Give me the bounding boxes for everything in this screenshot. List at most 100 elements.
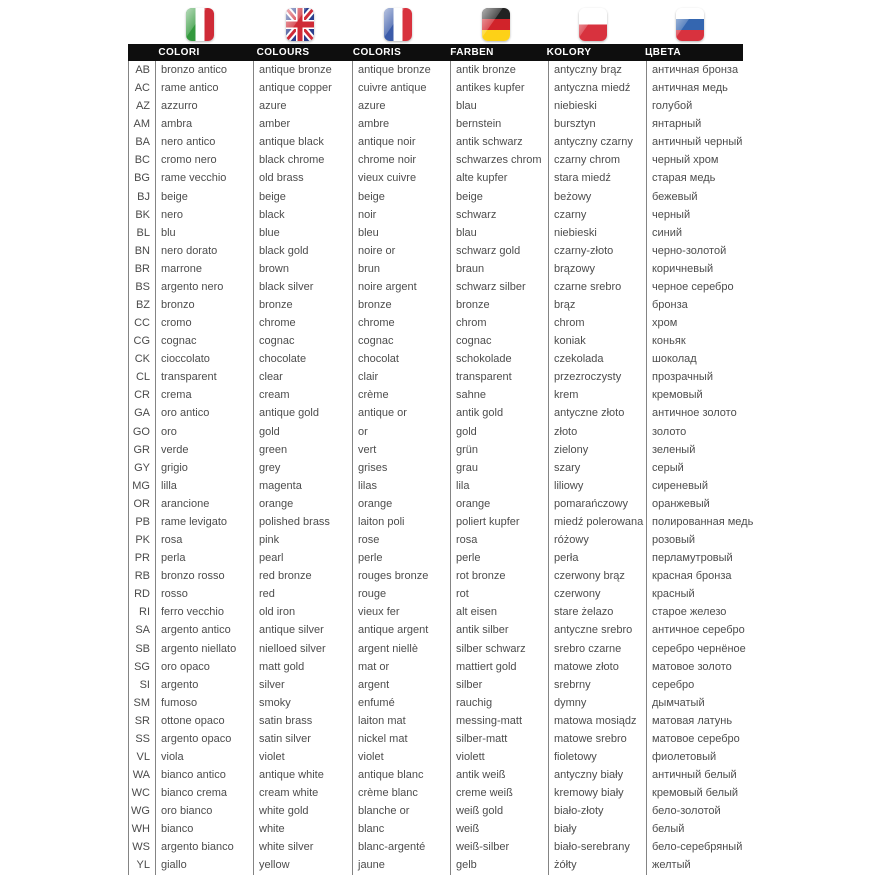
english-cell: azure bbox=[253, 97, 352, 116]
polish-cell: antyczna miedź bbox=[548, 79, 646, 98]
code-cell: WA bbox=[128, 766, 155, 785]
table-row: CL transparent clear clair transparent p… bbox=[128, 368, 755, 387]
italian-cell: bianco antico bbox=[155, 766, 253, 785]
german-cell: lila bbox=[450, 476, 548, 495]
table-row: BZ bronzo bronze bronze bronze brąz брон… bbox=[128, 296, 755, 315]
column-header-english: COLOURS bbox=[256, 47, 310, 58]
table-row: BK nero black noir schwarz czarny черный bbox=[128, 205, 755, 224]
italian-cell: giallo bbox=[155, 856, 253, 875]
code-cell: GA bbox=[128, 404, 155, 423]
italian-cell: ambra bbox=[155, 115, 253, 134]
italian-cell: transparent bbox=[155, 368, 253, 387]
russian-cell: серебро чернёное bbox=[646, 639, 755, 658]
table-row: SG oro opaco matt gold mat or mattiert g… bbox=[128, 657, 755, 676]
german-cell: schwarz bbox=[450, 205, 548, 224]
code-cell: WS bbox=[128, 838, 155, 857]
german-cell: schwarzes chrom bbox=[450, 151, 548, 170]
russian-cell: желтый bbox=[646, 856, 755, 875]
table-row: WC bianco crema cream white crème blanc … bbox=[128, 784, 755, 803]
table-row: VL viola violet violet violett fioletowy… bbox=[128, 747, 755, 767]
italian-cell: oro bbox=[155, 422, 253, 441]
russian-cell: хром bbox=[646, 314, 755, 333]
polish-cell: czarny bbox=[548, 205, 646, 224]
german-cell: silber-matt bbox=[450, 729, 548, 748]
polish-cell: biały bbox=[548, 820, 646, 839]
russian-cell: оранжевый bbox=[646, 494, 755, 513]
german-cell: violett bbox=[450, 747, 548, 767]
french-cell: crème bbox=[352, 386, 450, 405]
french-cell: grises bbox=[352, 458, 450, 477]
english-cell: antique black bbox=[253, 133, 352, 152]
table-row: SR ottone opaco satin brass laiton mat m… bbox=[128, 711, 755, 730]
italian-cell: argento nero bbox=[155, 277, 253, 297]
code-cell: SS bbox=[128, 729, 155, 748]
polish-cell: niebieski bbox=[548, 97, 646, 116]
polish-cell: czerwony bbox=[548, 585, 646, 604]
french-cell: argent bbox=[352, 675, 450, 694]
code-cell: BS bbox=[128, 277, 155, 297]
poland-flag-icon bbox=[579, 8, 607, 41]
russian-cell: бронза bbox=[646, 296, 755, 315]
polish-cell: fioletowy bbox=[548, 747, 646, 767]
italian-cell: rame vecchio bbox=[155, 169, 253, 188]
code-cell: OR bbox=[128, 494, 155, 513]
french-cell: vieux fer bbox=[352, 603, 450, 622]
english-cell: antique copper bbox=[253, 79, 352, 98]
polish-cell: antyczne srebro bbox=[548, 621, 646, 640]
german-cell: transparent bbox=[450, 368, 548, 387]
polish-cell: szary bbox=[548, 458, 646, 477]
italian-cell: nero antico bbox=[155, 133, 253, 152]
italian-cell: bianco crema bbox=[155, 784, 253, 803]
english-cell: white silver bbox=[253, 838, 352, 857]
italian-cell: bianco bbox=[155, 820, 253, 839]
polish-cell: srebro czarne bbox=[548, 639, 646, 658]
italian-cell: ottone opaco bbox=[155, 711, 253, 730]
code-cell: RD bbox=[128, 585, 155, 604]
german-cell: bronze bbox=[450, 296, 548, 315]
italian-cell: rame antico bbox=[155, 79, 253, 98]
italian-cell: argento niellato bbox=[155, 639, 253, 658]
french-cell: argent niellè bbox=[352, 639, 450, 658]
russian-cell: серый bbox=[646, 458, 755, 477]
table-row: BR marrone brown brun braun brązowy кори… bbox=[128, 259, 755, 278]
polish-cell: krem bbox=[548, 386, 646, 405]
italian-cell: cioccolato bbox=[155, 350, 253, 369]
table-row: RD rosso red rouge rot czerwony красный bbox=[128, 585, 755, 604]
french-cell: crème blanc bbox=[352, 784, 450, 803]
code-cell: CR bbox=[128, 386, 155, 405]
code-cell: VL bbox=[128, 747, 155, 767]
german-cell: antikes kupfer bbox=[450, 79, 548, 98]
code-cell: BA bbox=[128, 133, 155, 152]
table-row: WH bianco white blanc weiß biały белый bbox=[128, 820, 755, 839]
polish-cell: matowe srebro bbox=[548, 729, 646, 748]
german-cell: schwarz silber bbox=[450, 277, 548, 297]
french-cell: antique blanc bbox=[352, 766, 450, 785]
french-cell: antique bronze bbox=[352, 61, 450, 80]
english-cell: amber bbox=[253, 115, 352, 134]
italian-cell: perla bbox=[155, 549, 253, 568]
column-header-bar: COLORI COLOURS COLORIS FARBEN KOLORY ЦВЕ… bbox=[128, 44, 743, 61]
table-row: BG rame vecchio old brass vieux cuivre a… bbox=[128, 169, 755, 188]
english-cell: red bbox=[253, 585, 352, 604]
code-cell: SG bbox=[128, 657, 155, 676]
polish-cell: biało-złoty bbox=[548, 802, 646, 821]
english-cell: antique silver bbox=[253, 621, 352, 640]
russian-cell: старая медь bbox=[646, 169, 755, 188]
table-row: BJ beige beige beige beige beżowy бежевы… bbox=[128, 187, 755, 206]
italian-cell: blu bbox=[155, 223, 253, 242]
english-cell: nielloed silver bbox=[253, 639, 352, 658]
code-cell: RB bbox=[128, 567, 155, 586]
russian-cell: дымчатый bbox=[646, 693, 755, 712]
color-table-body: AB bronzo antico antique bronze antique … bbox=[128, 61, 755, 875]
english-cell: satin silver bbox=[253, 729, 352, 748]
russian-cell: матовая латунь bbox=[646, 711, 755, 730]
code-cell: CL bbox=[128, 368, 155, 387]
english-cell: black gold bbox=[253, 241, 352, 260]
russian-cell: голубой bbox=[646, 97, 755, 116]
column-header-italian: COLORI bbox=[158, 47, 200, 58]
polish-cell: antyczny czarny bbox=[548, 133, 646, 152]
italian-cell: fumoso bbox=[155, 693, 253, 712]
polish-cell: złoto bbox=[548, 422, 646, 441]
polish-cell: brąz bbox=[548, 296, 646, 315]
french-cell: blanche or bbox=[352, 802, 450, 821]
